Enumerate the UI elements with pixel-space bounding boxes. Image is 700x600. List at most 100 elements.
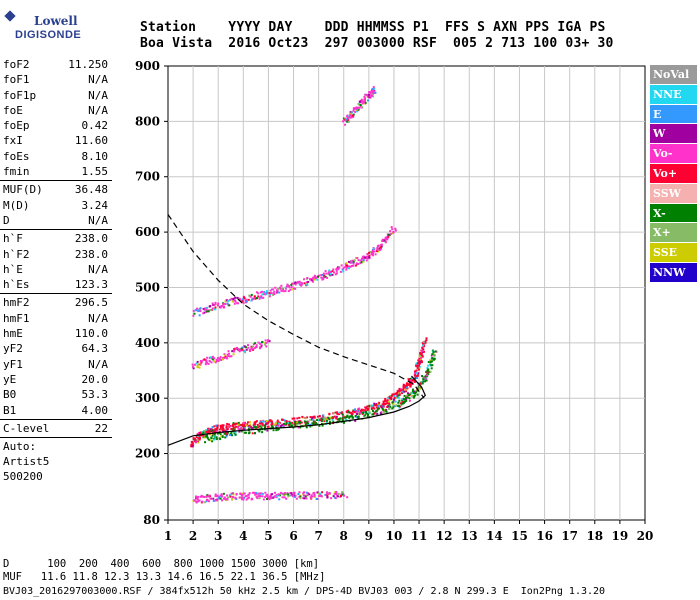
legend-item-ssw: SSW xyxy=(650,183,697,204)
x-tick-label: 13 xyxy=(461,529,478,543)
echo-point xyxy=(325,418,328,421)
echo-point xyxy=(223,432,226,435)
echo-point xyxy=(285,497,288,500)
echo-point xyxy=(311,280,314,283)
echo-point xyxy=(264,342,267,345)
echo-point xyxy=(235,493,238,496)
echo-point xyxy=(386,400,389,403)
echo-point xyxy=(258,422,261,425)
echo-point xyxy=(211,307,214,310)
echo-point xyxy=(352,262,355,265)
echo-point xyxy=(372,406,375,409)
echo-point xyxy=(221,499,224,502)
echo-point xyxy=(254,346,257,349)
param-row-hf2: h`F2 238.0 xyxy=(0,247,112,262)
echo-point xyxy=(349,261,352,264)
echo-point xyxy=(404,388,407,391)
echo-point xyxy=(280,289,283,292)
legend-item-vo: Vo- xyxy=(650,144,697,164)
echo-point xyxy=(389,230,392,233)
echo-point xyxy=(319,419,322,422)
echo-point xyxy=(288,423,291,426)
echo-point xyxy=(313,416,316,419)
profile-dashed-curve xyxy=(167,214,425,399)
echo-point xyxy=(197,437,200,440)
echo-point xyxy=(417,372,420,375)
echo-point xyxy=(266,290,269,293)
echo-point xyxy=(337,418,340,421)
echo-point xyxy=(350,261,353,264)
echo-point xyxy=(416,389,419,392)
echo-point xyxy=(299,420,302,423)
echo-point xyxy=(250,293,253,296)
echo-point xyxy=(303,491,306,494)
param-key: hmF2 xyxy=(3,296,30,310)
echo-point xyxy=(198,314,201,317)
echo-point xyxy=(241,346,244,349)
echo-point xyxy=(198,431,201,434)
echo-point xyxy=(392,406,395,409)
echo-point xyxy=(226,498,229,501)
echo-point xyxy=(430,367,433,370)
echo-point xyxy=(405,399,408,402)
echo-point xyxy=(297,426,300,429)
echo-point xyxy=(348,265,351,268)
echo-point xyxy=(324,275,327,278)
echo-point xyxy=(311,278,314,281)
echo-point xyxy=(330,270,333,273)
echo-point xyxy=(236,346,239,349)
echo-point xyxy=(402,385,405,388)
param-value: 64.3 xyxy=(81,342,109,356)
echo-point xyxy=(217,359,220,362)
echo-point xyxy=(361,408,364,411)
echo-point xyxy=(329,416,332,419)
echo-point xyxy=(268,498,271,501)
echo-point xyxy=(382,400,385,403)
echo-point xyxy=(400,404,403,407)
echo-point xyxy=(227,352,230,355)
echo-point xyxy=(415,375,418,378)
echo-point xyxy=(322,414,325,417)
y-tick-label: 900 xyxy=(135,59,160,73)
echo-point xyxy=(294,420,297,423)
echo-point xyxy=(223,496,226,499)
echo-point xyxy=(364,256,367,259)
echo-point xyxy=(346,496,349,499)
echo-point xyxy=(366,415,369,418)
echo-point xyxy=(382,411,385,414)
echo-point xyxy=(372,86,375,89)
echo-point xyxy=(398,391,401,394)
echo-point xyxy=(351,416,354,419)
echo-point xyxy=(340,412,343,415)
echo-point xyxy=(243,421,246,424)
param-key: h`Es xyxy=(3,278,30,292)
param-row-foep: foEp 0.42 xyxy=(0,118,112,133)
echo-point xyxy=(340,264,343,267)
echo-point xyxy=(299,421,302,424)
echo-point xyxy=(411,379,414,382)
echo-point xyxy=(268,292,271,295)
echo-point xyxy=(274,422,277,425)
echo-point xyxy=(332,412,335,415)
echo-point xyxy=(211,355,214,358)
echo-point xyxy=(351,412,354,415)
echo-point xyxy=(362,260,365,263)
echo-point xyxy=(261,422,264,425)
echo-point xyxy=(318,492,321,495)
param-key: h`F2 xyxy=(3,247,30,261)
echo-point xyxy=(237,423,240,426)
echo-point xyxy=(234,433,237,436)
echo-point xyxy=(426,371,429,374)
echo-point xyxy=(313,491,316,494)
echo-point xyxy=(194,439,197,442)
echo-point xyxy=(294,287,297,290)
echo-point xyxy=(413,390,416,393)
echo-point xyxy=(248,492,251,495)
echo-point xyxy=(418,365,421,368)
echo-point xyxy=(232,428,235,431)
echo-point xyxy=(380,245,383,248)
echo-point xyxy=(259,495,262,498)
echo-point xyxy=(258,347,261,350)
echo-point xyxy=(243,345,246,348)
echo-point xyxy=(279,426,282,429)
